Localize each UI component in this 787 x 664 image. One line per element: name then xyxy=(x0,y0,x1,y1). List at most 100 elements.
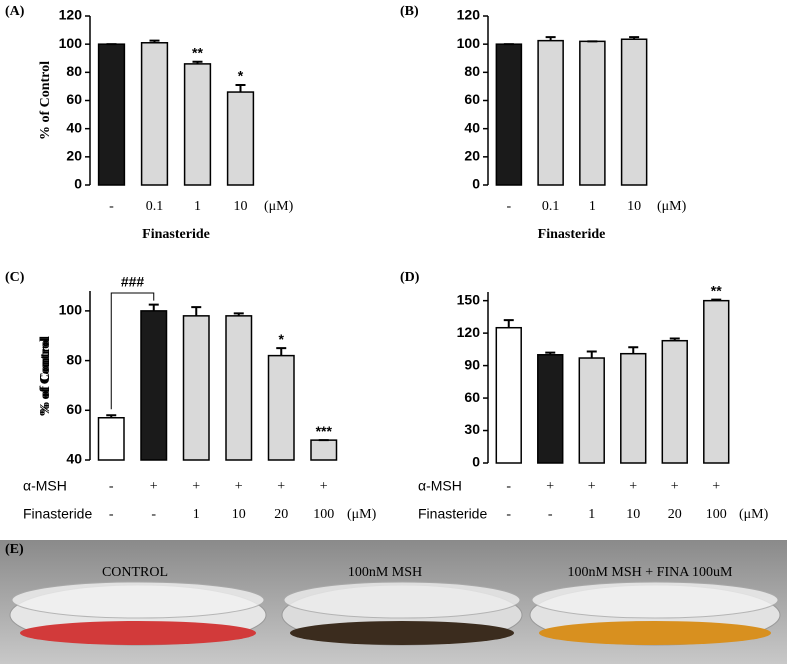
x-tick-label: - xyxy=(109,507,114,522)
x-tick-label: - xyxy=(507,199,512,214)
row-label: α-MSH xyxy=(23,478,67,494)
bar xyxy=(620,352,647,464)
y-axis-label: % of Control xyxy=(38,336,53,415)
y-tick-label: 40 xyxy=(66,451,82,467)
bar xyxy=(495,326,522,464)
significance-label: ** xyxy=(711,282,722,298)
bar xyxy=(140,310,168,461)
y-axis-label: % of Control xyxy=(38,338,53,417)
y-tick-label: 0 xyxy=(74,176,82,192)
x-tick-label: 10 xyxy=(232,507,246,522)
y-tick-label: 60 xyxy=(464,389,480,405)
x-tick-label: 1 xyxy=(194,199,201,214)
x-tick-label: + xyxy=(277,479,285,494)
bar xyxy=(226,91,255,186)
bar xyxy=(182,315,210,461)
x-tick-label: - xyxy=(151,507,156,522)
y-tick-label: 60 xyxy=(66,401,82,417)
bracket-label: ### xyxy=(121,274,145,290)
error-bar xyxy=(669,337,680,341)
y-tick-label: 40 xyxy=(464,119,480,135)
bar xyxy=(310,439,338,461)
dish xyxy=(529,581,781,646)
x-tick-label: - xyxy=(506,479,511,494)
panel-label: (A) xyxy=(5,4,25,19)
x-tick-label: 20 xyxy=(668,507,682,522)
photo-caption: 100nM MSH xyxy=(348,565,422,580)
bar xyxy=(579,40,606,186)
x-tick-label: + xyxy=(546,479,554,494)
error-bar xyxy=(233,312,244,316)
x-tick-label: - xyxy=(109,479,114,494)
x-tick-label: 1 xyxy=(589,199,596,214)
significance-label: ** xyxy=(192,44,203,60)
error-bar xyxy=(628,346,639,354)
error-bar xyxy=(106,414,117,418)
unit-label: (μM) xyxy=(657,199,687,214)
y-tick-label: 40 xyxy=(66,119,82,135)
y-tick-label: 20 xyxy=(464,148,480,164)
significance-label: * xyxy=(238,68,244,84)
y-tick-label: 120 xyxy=(59,7,83,23)
bar xyxy=(225,315,253,461)
error-bar xyxy=(545,351,556,355)
x-tick-label: 0.1 xyxy=(146,199,164,214)
bar xyxy=(140,42,169,186)
error-bar xyxy=(545,36,556,41)
x-tick-label: + xyxy=(320,479,328,494)
x-tick-label: 20 xyxy=(274,507,288,522)
panel-label: (C) xyxy=(5,270,25,285)
x-tick-label: 1 xyxy=(588,507,595,522)
x-tick-label: + xyxy=(235,479,243,494)
error-bar xyxy=(235,84,246,93)
y-tick-label: 100 xyxy=(457,35,481,51)
row-label: Finasteride xyxy=(23,506,92,522)
error-bar xyxy=(148,303,159,311)
x-axis-label: Finasteride xyxy=(538,227,606,242)
x-tick-label: + xyxy=(712,479,720,494)
bar xyxy=(495,43,523,186)
y-tick-label: 60 xyxy=(464,91,480,107)
bar xyxy=(267,354,295,461)
y-tick-label: 20 xyxy=(66,148,82,164)
panel-label: (D) xyxy=(400,270,420,285)
x-tick-label: 0.1 xyxy=(542,199,560,214)
y-tick-label: 120 xyxy=(457,324,481,340)
bar xyxy=(620,38,648,186)
bar xyxy=(97,43,126,186)
x-axis-label: Finasteride xyxy=(142,227,210,242)
x-tick-label: 100 xyxy=(706,507,727,522)
bar xyxy=(183,63,212,186)
y-tick-label: 80 xyxy=(66,351,82,367)
significance-label: * xyxy=(279,331,285,347)
photo: (E) CONTROL 100nM MSH 100nM MSH + FINA 1… xyxy=(0,540,787,664)
dish xyxy=(9,581,267,646)
error-bar xyxy=(629,36,640,40)
error-bar xyxy=(276,347,287,356)
bar xyxy=(537,39,564,186)
x-tick-label: - xyxy=(506,507,511,522)
y-tick-label: 80 xyxy=(464,63,480,79)
error-bar xyxy=(503,319,514,328)
dish xyxy=(281,581,523,646)
y-tick-label: 30 xyxy=(464,421,480,437)
x-tick-label: 1 xyxy=(193,507,200,522)
bracket xyxy=(110,292,155,410)
y-tick-label: 90 xyxy=(464,356,480,372)
unit-label: (μM) xyxy=(264,199,294,214)
photo-caption: CONTROL xyxy=(102,565,168,580)
photo-caption: 100nM MSH + FINA 100uM xyxy=(567,565,733,580)
x-tick-label: - xyxy=(109,199,114,214)
unit-label: (μM) xyxy=(739,507,769,522)
y-axis-label: % of Control xyxy=(38,61,53,140)
y-tick-label: 100 xyxy=(59,35,83,51)
y-tick-label: 100 xyxy=(59,302,83,318)
bar xyxy=(703,299,730,464)
x-tick-label: + xyxy=(192,479,200,494)
x-tick-label: - xyxy=(548,507,553,522)
x-tick-label: + xyxy=(588,479,596,494)
bar xyxy=(661,339,688,464)
y-tick-label: 0 xyxy=(472,454,480,470)
y-tick-label: 80 xyxy=(66,63,82,79)
panel-label: (E) xyxy=(5,542,24,557)
